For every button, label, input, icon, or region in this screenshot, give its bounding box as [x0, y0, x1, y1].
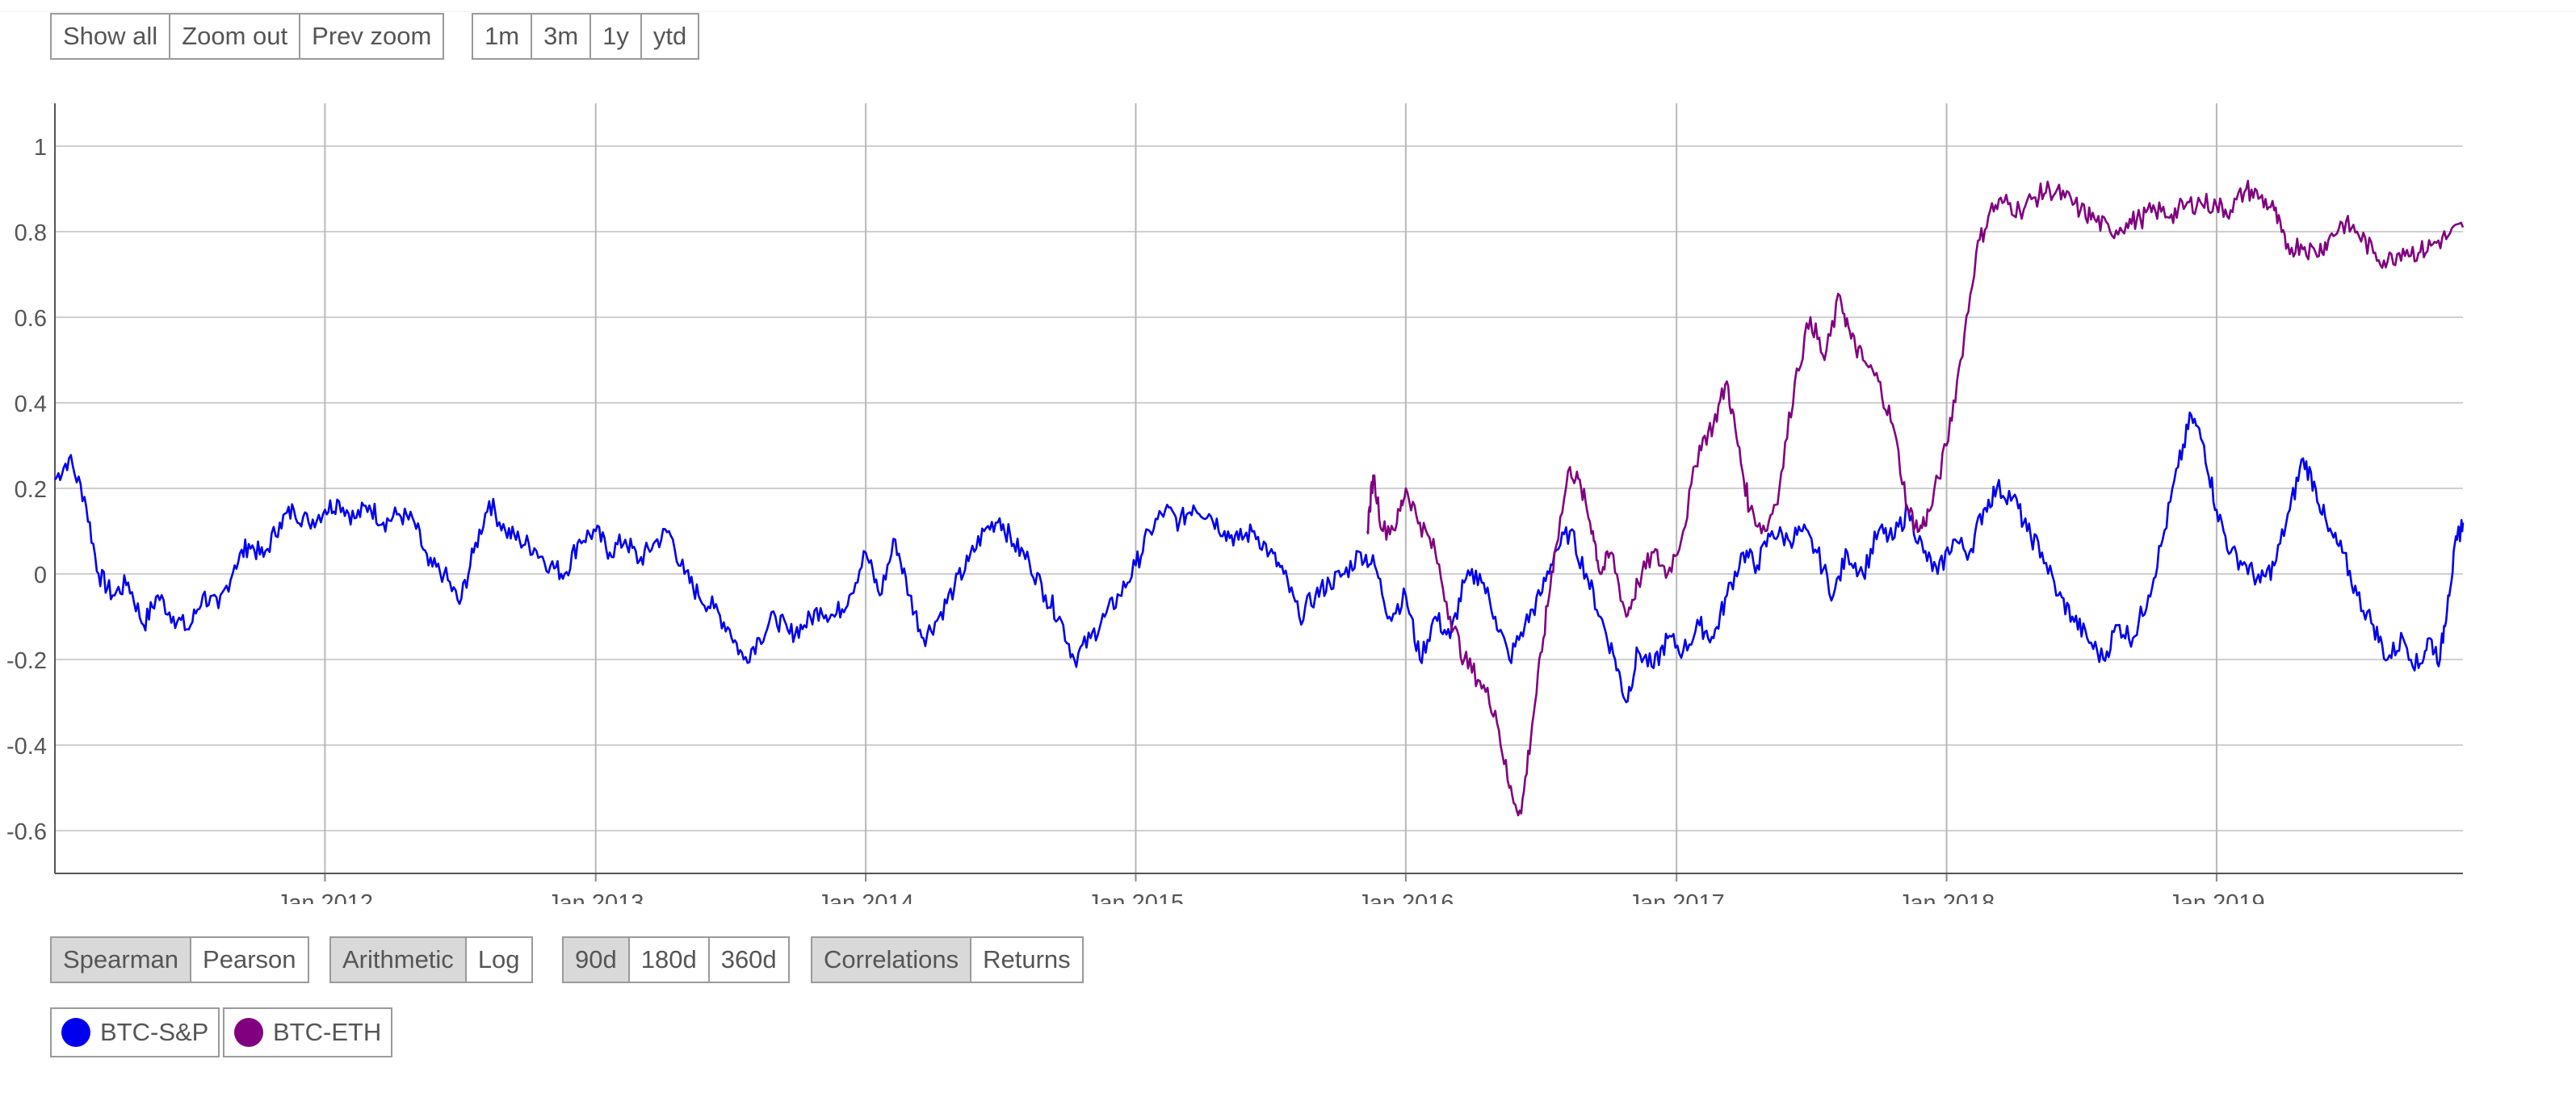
window-90d-button[interactable]: 90d [564, 938, 630, 982]
range-1m-button[interactable]: 1m [473, 15, 533, 58]
top-border [0, 0, 2576, 12]
pearson-button[interactable]: Pearson [191, 938, 308, 982]
method-controls: Spearman Pearson [50, 936, 309, 983]
scale-controls: Arithmetic Log [329, 936, 533, 983]
legend-item-btc-eth[interactable]: BTC-ETH [223, 1007, 393, 1057]
chart-axes [54, 103, 2463, 881]
legend-marker [61, 1018, 90, 1047]
y-tick-label: 0.8 [15, 220, 47, 246]
y-tick-label: -0.4 [6, 734, 47, 760]
chart-grid [55, 103, 2463, 873]
legend-marker [234, 1018, 263, 1047]
correlation-chart: 1 0.8 0.6 0.4 0.2 0 -0.2 -0.4 -0.6 Jan 2012 Jan 20… [6, 103, 2465, 904]
y-tick-label: 1 [34, 135, 47, 161]
arithmetic-button[interactable]: Arithmetic [331, 938, 467, 982]
x-tick-label: Jan 2012 [277, 890, 373, 904]
legend-label: BTC-S&P [100, 1018, 209, 1046]
returns-button[interactable]: Returns [971, 938, 1082, 982]
zoom-out-button[interactable]: Zoom out [170, 15, 301, 58]
show-all-button[interactable]: Show all [52, 15, 171, 58]
x-tick-label: Jan 2015 [1088, 890, 1184, 904]
legend-label: BTC-ETH [273, 1018, 382, 1046]
x-tick-label: Jan 2014 [817, 890, 913, 904]
chart-tick-labels: 1 0.8 0.6 0.4 0.2 0 -0.2 -0.4 -0.6 Jan 2012 Jan 20… [6, 135, 2265, 904]
y-tick-label: 0 [34, 563, 47, 588]
x-tick-label: Jan 2018 [1898, 890, 1995, 904]
x-tick-label: Jan 2016 [1357, 890, 1454, 904]
window-controls: 90d 180d 360d [562, 936, 790, 983]
x-tick-label: Jan 2019 [2168, 890, 2264, 904]
x-tick-label: Jan 2013 [548, 890, 644, 904]
y-tick-label: 0.4 [15, 391, 47, 417]
spearman-button[interactable]: Spearman [52, 938, 192, 982]
y-tick-label: 0.2 [15, 477, 47, 503]
range-ytd-button[interactable]: ytd [641, 15, 699, 58]
legend-item-btc-sp[interactable]: BTC-S&P [50, 1007, 220, 1057]
log-button[interactable]: Log [466, 938, 531, 982]
correlations-button[interactable]: Correlations [812, 938, 972, 982]
chart-series [53, 179, 2465, 817]
zoom-controls: Show all Zoom out Prev zoom [50, 13, 445, 60]
y-tick-label: -0.2 [6, 648, 47, 674]
y-tick-label: -0.6 [6, 819, 47, 845]
x-tick-label: Jan 2017 [1628, 890, 1724, 904]
range-controls: 1m 3m 1y ytd [472, 13, 700, 60]
prev-zoom-button[interactable]: Prev zoom [300, 15, 443, 58]
view-controls: Correlations Returns [811, 936, 1084, 983]
y-tick-label: 0.6 [15, 306, 47, 332]
range-3m-button[interactable]: 3m [532, 15, 592, 58]
series-line-btc-eth [1366, 179, 2465, 817]
window-180d-button[interactable]: 180d [629, 938, 710, 982]
window-360d-button[interactable]: 360d [709, 938, 788, 982]
range-1y-button[interactable]: 1y [591, 15, 642, 58]
series-line-btc-sp [53, 411, 2465, 704]
